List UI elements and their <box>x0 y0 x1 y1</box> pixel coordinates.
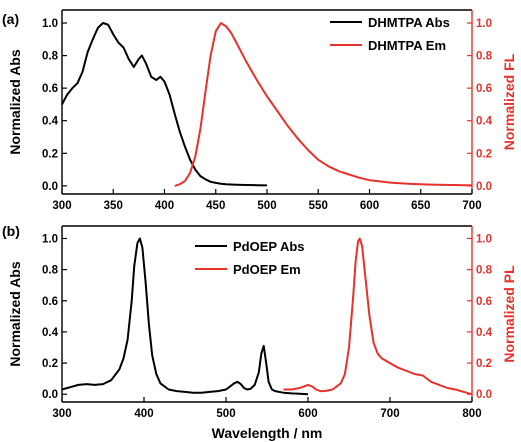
y-axis-label-right: Normalized FL <box>501 53 517 150</box>
y-tick-label-right: 0.6 <box>476 83 492 95</box>
x-tick-label: 300 <box>52 408 71 420</box>
y-tick-label-right: 0.0 <box>476 181 492 193</box>
y-tick-label-right: 0.8 <box>476 265 493 277</box>
y-tick-label-right: 0.2 <box>476 148 492 160</box>
legend-label: DHMTPA Abs <box>368 15 450 30</box>
y-tick-label-left: 0.8 <box>42 265 59 277</box>
y-tick-label-left: 0.4 <box>42 327 59 339</box>
series-line-abs <box>61 22 268 187</box>
y-tick-label-right: 0.4 <box>476 327 493 339</box>
x-tick-label: 450 <box>206 200 225 212</box>
y-tick-label-left: 0.0 <box>42 181 58 193</box>
y-tick-label-right: 0.2 <box>476 358 492 370</box>
y-tick-label-left: 1.0 <box>42 233 58 245</box>
y-tick-label-left: 0.6 <box>42 83 58 95</box>
y-tick-label-right: 0.6 <box>476 296 492 308</box>
x-tick-label: 700 <box>462 200 481 212</box>
x-tick-label: 550 <box>309 200 328 212</box>
panel-a: 300 350 400 450 500 550 600 650 700 0.0 0.0 0.2 0.2 0… <box>2 9 517 212</box>
legend-label: PdOEP Abs <box>233 239 305 254</box>
x-tick-label: 400 <box>155 200 174 212</box>
x-tick-label: 500 <box>216 408 235 420</box>
y-tick-label-right: 0.4 <box>476 116 493 128</box>
y-tick-label-right: 0.0 <box>476 389 492 401</box>
y-axis-label-left: Normalized Abs <box>7 261 23 366</box>
x-tick-label: 400 <box>134 408 153 420</box>
series-line-em <box>283 237 473 396</box>
legend-label: DHMTPA Em <box>368 38 446 53</box>
x-tick-label: 650 <box>411 200 430 212</box>
panel-label: (a) <box>2 11 19 27</box>
y-axis-label-right: Normalized PL <box>501 265 517 363</box>
series-line-abs <box>61 237 309 396</box>
x-tick-label: 800 <box>462 408 481 420</box>
y-tick-label-right: 1.0 <box>476 18 492 30</box>
y-tick-label-right: 0.8 <box>476 51 493 63</box>
x-tick-label: 700 <box>380 408 399 420</box>
x-tick-label: 300 <box>52 200 71 212</box>
y-tick-label-left: 0.2 <box>42 358 58 370</box>
series-line-em <box>174 22 473 187</box>
y-tick-label-right: 1.0 <box>476 233 492 245</box>
x-tick-label: 500 <box>257 200 276 212</box>
panel-label: (b) <box>2 223 20 239</box>
y-tick-label-left: 1.0 <box>42 18 58 30</box>
y-tick-label-left: 0.8 <box>42 51 59 63</box>
legend-label: PdOEP Em <box>233 262 301 277</box>
x-tick-label: 600 <box>298 408 317 420</box>
x-tick-label: 600 <box>360 200 379 212</box>
y-axis-label-left: Normalized Abs <box>7 49 23 154</box>
y-tick-label-left: 0.0 <box>42 389 58 401</box>
panel-b: 300 400 500 600 700 800 0.0 0.0 0.2 0.2 0.4 0.4 0.6 0… <box>2 223 517 420</box>
y-tick-label-left: 0.4 <box>42 116 59 128</box>
x-axis-label: Wavelength / nm <box>212 425 323 441</box>
y-tick-label-left: 0.6 <box>42 296 58 308</box>
x-tick-label: 350 <box>104 200 123 212</box>
y-tick-label-left: 0.2 <box>42 148 58 160</box>
